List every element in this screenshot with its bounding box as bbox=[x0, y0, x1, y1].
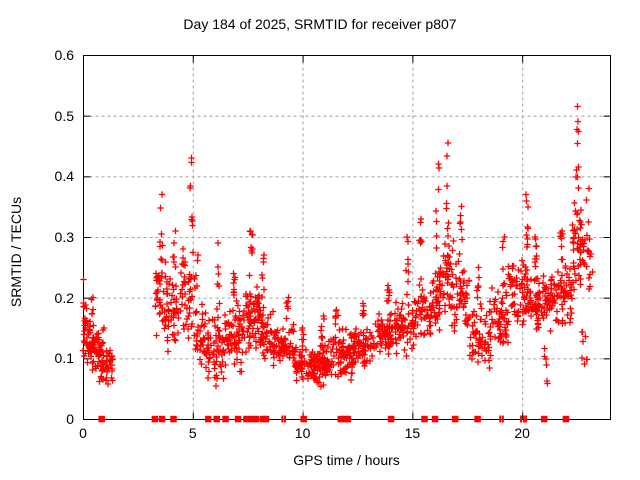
zero-marker-square bbox=[170, 415, 177, 423]
x-tick-label: 15 bbox=[404, 425, 421, 441]
y-tick-label: 0.1 bbox=[54, 350, 74, 367]
x-tick-label: 20 bbox=[514, 425, 530, 441]
y-tick-label: 0.6 bbox=[54, 47, 74, 63]
zero-marker-bar bbox=[520, 415, 523, 423]
zero-marker-bar bbox=[284, 415, 287, 423]
x-axis-label: GPS time / hours bbox=[293, 452, 400, 468]
x-tick-label: 5 bbox=[188, 425, 197, 441]
y-tick-label: 0.2 bbox=[54, 289, 74, 306]
zero-marker-square bbox=[234, 415, 242, 423]
zero-marker-square bbox=[151, 415, 159, 423]
y-tick-label: 0.4 bbox=[54, 168, 74, 185]
zero-marker-square bbox=[98, 415, 105, 423]
y-tick-label: 0 bbox=[66, 411, 74, 427]
zero-marker-square bbox=[451, 415, 459, 423]
x-tick-label: 10 bbox=[294, 425, 311, 441]
zero-marker-square bbox=[387, 415, 395, 423]
zero-marker-square bbox=[562, 415, 570, 423]
zero-marker-square bbox=[431, 415, 439, 423]
y-tick-label: 0.3 bbox=[54, 229, 74, 245]
zero-marker-square bbox=[540, 415, 548, 423]
chart-title: Day 184 of 2025, SRMTID for receiver p80… bbox=[183, 16, 457, 32]
zero-marker-square bbox=[262, 415, 270, 423]
zero-marker-square bbox=[158, 415, 166, 423]
scatter-points bbox=[79, 103, 596, 390]
zero-marker-square bbox=[204, 415, 212, 423]
zero-marker-square bbox=[474, 415, 481, 423]
zero-marker-bar bbox=[499, 415, 502, 423]
zero-marker-square bbox=[252, 415, 260, 423]
zero-marker-bar bbox=[525, 415, 528, 423]
zero-marker-square bbox=[247, 415, 255, 423]
zero-marker-square bbox=[421, 415, 428, 423]
zero-marker-square bbox=[243, 415, 250, 423]
zero-marker-square bbox=[213, 415, 221, 423]
zero-marker-bar bbox=[522, 415, 525, 423]
zero-marker-square bbox=[341, 415, 348, 423]
zero-marker-square bbox=[300, 415, 307, 423]
zero-marker-bar bbox=[501, 415, 504, 423]
zero-marker-bar bbox=[281, 415, 284, 423]
x-tick-label: 0 bbox=[79, 425, 87, 441]
zero-marker-square bbox=[337, 415, 345, 423]
y-tick-label: 0.5 bbox=[54, 107, 74, 124]
zero-marker-square bbox=[344, 415, 352, 423]
zero-marker-square bbox=[222, 415, 229, 423]
